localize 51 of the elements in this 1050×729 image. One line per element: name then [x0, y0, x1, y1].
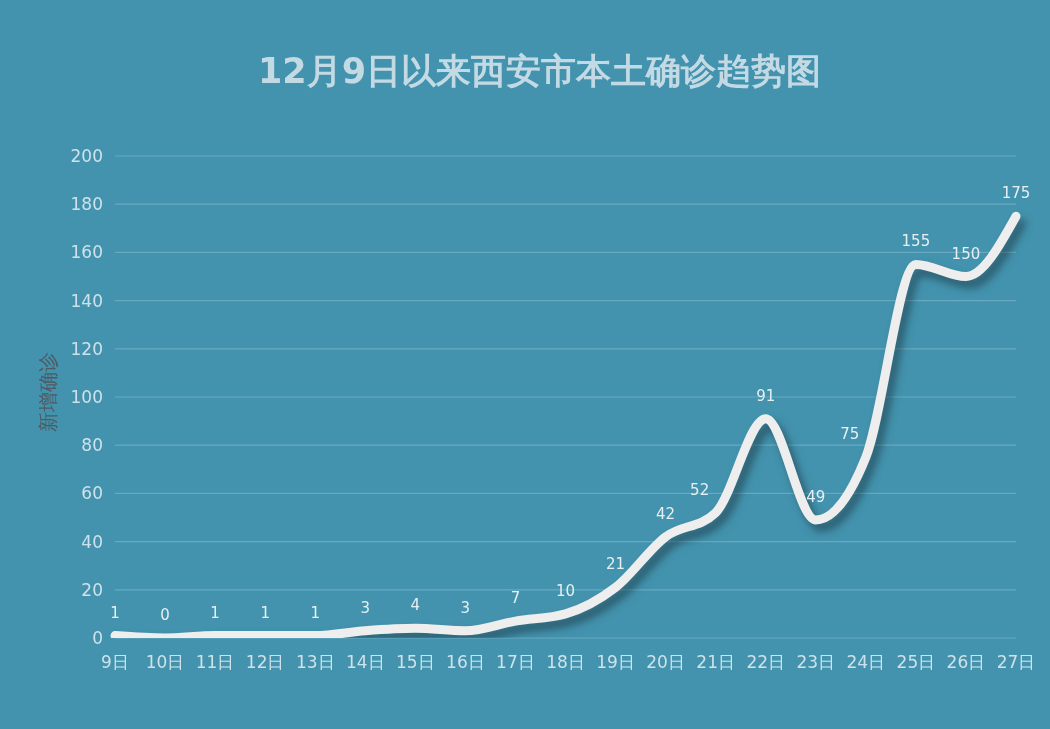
data-label: 3	[460, 598, 471, 617]
x-tick-label: 21日	[696, 652, 735, 673]
x-tick-label: 18日	[546, 652, 585, 673]
y-tick-label: 160	[70, 242, 103, 263]
y-tick-label: 180	[70, 194, 103, 215]
y-axis-title: 新增确诊	[36, 352, 60, 432]
x-tick-label: 9日	[101, 652, 129, 673]
data-label: 42	[656, 504, 676, 523]
x-tick-label: 17日	[496, 652, 535, 673]
y-tick-label: 200	[70, 146, 103, 167]
x-tick-label: 22日	[746, 652, 786, 673]
x-tick-label: 10日	[145, 652, 185, 673]
x-tick-label: 13日	[295, 652, 335, 673]
data-label: 1	[310, 603, 320, 622]
y-tick-label: 40	[81, 531, 103, 552]
data-label: 91	[756, 386, 776, 405]
x-tick-label: 26日	[946, 652, 986, 673]
x-tick-label: 15日	[396, 652, 435, 673]
x-tick-label: 12日	[245, 652, 285, 673]
x-tick-label: 27日	[996, 652, 1036, 673]
data-label: 0	[160, 606, 170, 624]
chart-title: 12月9日以来西安市本土确诊趋势图	[258, 50, 822, 93]
data-label: 155	[901, 232, 931, 251]
x-tick-label: 24日	[846, 652, 886, 673]
x-tick-label: 11日	[195, 652, 235, 673]
data-label: 1	[110, 603, 120, 622]
y-tick-label: 80	[81, 435, 103, 456]
data-label: 75	[840, 425, 860, 444]
data-label: 1	[260, 603, 270, 622]
y-tick-label: 60	[81, 483, 103, 504]
data-label: 21	[606, 555, 626, 574]
y-tick-label: 140	[70, 290, 103, 311]
y-tick-label: 100	[70, 387, 103, 408]
data-label: 150	[951, 244, 981, 263]
x-tick-label: 23日	[796, 652, 836, 673]
x-tick-label: 25日	[896, 652, 936, 673]
data-label: 1	[210, 603, 220, 622]
y-tick-label: 20	[81, 579, 103, 600]
data-label: 49	[806, 487, 826, 506]
y-tick-label: 120	[70, 338, 103, 359]
x-tick-label: 14日	[345, 652, 385, 673]
data-label: 4	[410, 596, 421, 615]
x-tick-label: 19日	[596, 652, 635, 673]
data-label: 175	[1001, 184, 1031, 203]
data-label: 3	[360, 598, 371, 617]
data-label: 52	[690, 480, 710, 499]
y-tick-label: 0	[92, 628, 103, 649]
x-tick-label: 16日	[446, 652, 485, 673]
x-tick-label: 20日	[646, 652, 685, 673]
data-label: 10	[555, 581, 576, 600]
data-label: 7	[510, 589, 521, 608]
